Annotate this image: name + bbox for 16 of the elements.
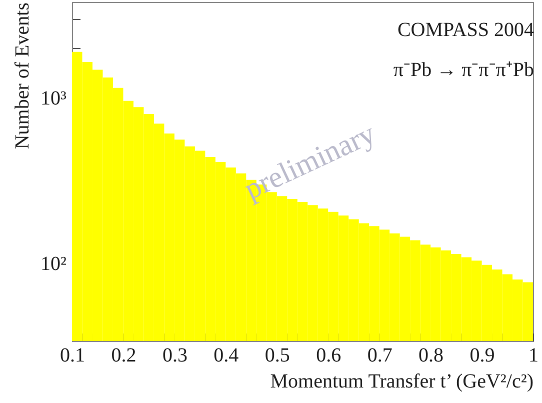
- x-tick-label: 0.1: [60, 344, 85, 366]
- x-tick-label: 0.4: [214, 344, 239, 366]
- y-tick-label: 10³: [40, 87, 66, 110]
- x-tick-label: 0.9: [470, 344, 495, 366]
- x-tick-label: 0.8: [418, 344, 444, 366]
- x-tick-label: 1: [528, 344, 538, 366]
- y-tick-label: 10²: [40, 252, 66, 275]
- x-tick-label: 0.2: [111, 344, 136, 366]
- annotation: COMPASS 2004: [397, 19, 534, 41]
- x-tick-label: 0.5: [264, 344, 290, 366]
- x-tick-label: 0.3: [162, 344, 188, 366]
- x-axis-title: Momentum Transfer t’ (GeV²/c²): [270, 370, 534, 392]
- y-axis-title: Number of Events: [12, 2, 34, 150]
- x-tick-label: 0.7: [367, 344, 392, 366]
- x-tick-label: 0.6: [316, 344, 342, 366]
- annotation: π⁻Pb → π⁻π⁻π⁺Pb: [393, 59, 534, 81]
